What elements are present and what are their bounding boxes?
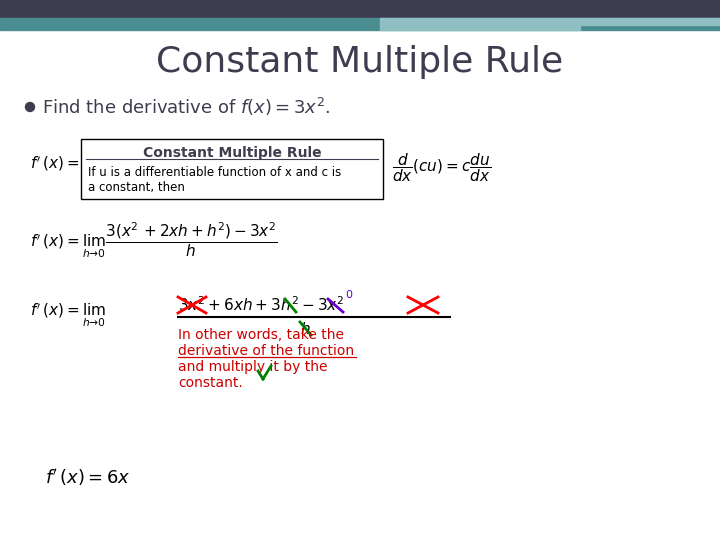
Text: 0: 0: [345, 290, 352, 300]
Text: and multiply it by the: and multiply it by the: [178, 360, 328, 374]
Text: a constant, then: a constant, then: [88, 180, 185, 193]
Bar: [380, 25, 580, 30]
Bar: [0, 0, 720, 18]
Text: Constant Multiple Rule: Constant Multiple Rule: [156, 45, 564, 79]
Text: $h$: $h$: [300, 321, 310, 337]
Text: derivative of the function: derivative of the function: [178, 344, 354, 358]
Text: Constant Multiple Rule: Constant Multiple Rule: [143, 146, 321, 160]
Text: If u is a differentiable function of x and c is: If u is a differentiable function of x a…: [88, 165, 341, 179]
Text: $\dfrac{d}{dx}(cu) = c\dfrac{du}{dx}$: $\dfrac{d}{dx}(cu) = c\dfrac{du}{dx}$: [392, 152, 491, 184]
Text: $f'\,(x) = \lim_{h\to 0}$: $f'\,(x) = \lim_{h\to 0}$: [30, 301, 106, 329]
Text: Find the derivative of $f(x) = 3x^2$.: Find the derivative of $f(x) = 3x^2$.: [42, 96, 330, 118]
Bar: [0, 18, 720, 30]
Circle shape: [25, 103, 35, 111]
Text: $f'\,(x) = \lim_{h\to 0}\dfrac{3(x^2 + 2xh + h^2) - 3x^2}{h}$: $f'\,(x) = \lim_{h\to 0}\dfrac{3(x^2 + 2…: [30, 220, 278, 260]
FancyBboxPatch shape: [81, 139, 383, 199]
Text: $f'\,(x) = \lim_{h\to 0}\dfrac{3(x+h)^2 - 3x^2}{h}$: $f'\,(x) = \lim_{h\to 0}\dfrac{3(x+h)^2 …: [30, 142, 216, 182]
Text: In other words, take the: In other words, take the: [178, 328, 344, 342]
Text: $f'\,(x) = 6x$: $f'\,(x) = 6x$: [45, 468, 130, 489]
Bar: [380, 18, 720, 25]
Text: constant.: constant.: [178, 376, 243, 390]
Text: $3x^2 + 6xh + 3h^2 - 3x^2$: $3x^2 + 6xh + 3h^2 - 3x^2$: [178, 296, 344, 314]
